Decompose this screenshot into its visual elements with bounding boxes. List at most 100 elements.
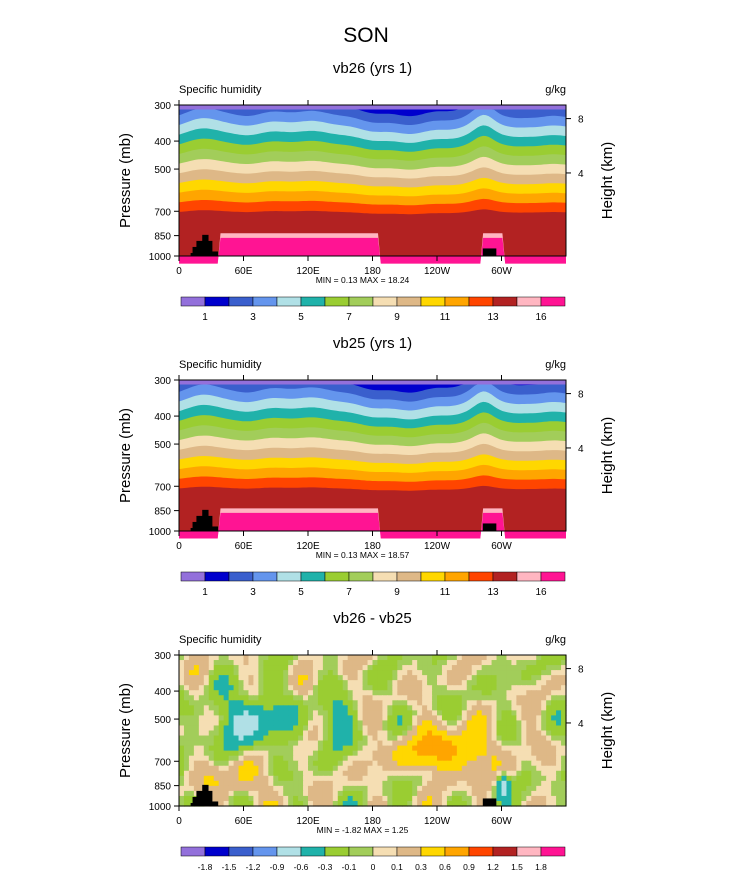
field-cell — [427, 740, 433, 747]
field-cell — [382, 745, 388, 752]
field-cell — [372, 715, 379, 722]
field-cell — [471, 740, 478, 747]
field-cell — [208, 665, 215, 671]
field-cell — [243, 685, 250, 691]
field-cell — [372, 735, 379, 742]
field-cell — [308, 785, 314, 792]
field-cell — [476, 735, 483, 742]
field-cell — [352, 770, 359, 777]
field-cell — [362, 700, 369, 706]
field-cell — [471, 785, 478, 792]
field-cell — [293, 675, 299, 681]
field-cell — [293, 750, 299, 757]
field-cell — [179, 680, 185, 686]
min-max-label: MIN = 0.13 MAX = 18.24 — [316, 275, 410, 285]
field-cell — [481, 655, 488, 661]
field-cell — [526, 670, 532, 676]
field-cell — [193, 665, 200, 671]
field-cell — [258, 720, 264, 727]
field-cell — [308, 665, 314, 671]
field-cell — [248, 710, 255, 716]
field-cell — [506, 695, 513, 701]
field-cell — [283, 710, 289, 716]
field-cell — [441, 700, 448, 706]
field-cell — [441, 800, 448, 807]
field-cell — [312, 765, 319, 772]
field-cell — [278, 725, 284, 732]
field-cell — [446, 725, 453, 732]
field-cell — [317, 760, 324, 767]
field-cell — [397, 660, 403, 666]
field-cell — [511, 740, 517, 747]
field-cell — [377, 795, 384, 802]
x-tick-label: 60E — [235, 266, 253, 277]
field-cell — [546, 760, 552, 767]
field-cell — [511, 710, 517, 716]
topography — [190, 784, 497, 806]
field-cell — [293, 775, 299, 782]
colorbar-box — [228, 846, 254, 857]
field-cell — [526, 735, 532, 742]
field-cell — [516, 710, 522, 716]
colorbar-box — [540, 846, 566, 857]
field-cell — [213, 715, 220, 722]
field-cell — [491, 675, 498, 681]
field-cell — [506, 800, 513, 807]
field-cell — [312, 670, 319, 676]
field-cell — [521, 755, 527, 762]
field-cell — [273, 700, 279, 706]
field-cell — [412, 755, 418, 762]
field-cell — [357, 680, 364, 686]
field-cell — [352, 780, 359, 787]
field-cell — [303, 680, 309, 686]
field-cell — [238, 790, 245, 797]
field-cell — [432, 755, 438, 762]
field-cell — [317, 790, 324, 797]
field-cell — [422, 670, 428, 676]
field-cell — [332, 795, 339, 802]
field-cell — [516, 760, 522, 767]
field-cell — [446, 780, 453, 787]
field-cell — [288, 775, 294, 782]
field-cell — [179, 725, 185, 732]
colorbar-box — [348, 571, 374, 582]
field-cell — [253, 710, 259, 716]
land-block — [190, 252, 194, 256]
field-cell — [476, 740, 483, 747]
field-cell — [407, 660, 413, 666]
field-cell — [248, 800, 255, 807]
field-cell — [298, 795, 304, 802]
field-cell — [506, 760, 513, 767]
field-cell — [278, 745, 284, 752]
field-cell — [352, 660, 359, 666]
field-cell — [417, 760, 423, 767]
field-cell — [223, 770, 230, 777]
field-cell — [392, 695, 398, 701]
field-cell — [357, 700, 364, 706]
colorbar-box — [204, 296, 230, 307]
field-cell — [501, 785, 508, 792]
field-cell — [342, 725, 349, 732]
field-cell — [213, 790, 220, 797]
field-cell — [536, 675, 542, 681]
field-cell — [332, 785, 339, 792]
field-cell — [516, 655, 522, 661]
field-cell — [367, 735, 374, 742]
field-cell — [561, 770, 567, 777]
field-cell — [193, 690, 200, 696]
field-cell — [551, 790, 557, 797]
field-cell — [288, 770, 294, 777]
field-cell — [283, 770, 289, 777]
field-cell — [536, 750, 542, 757]
field-cell — [427, 700, 433, 706]
field-cell — [427, 770, 433, 777]
field-cell — [193, 740, 200, 747]
field-cell — [263, 685, 269, 691]
field-cell — [322, 770, 329, 777]
field-cell — [322, 725, 329, 732]
field-cell — [412, 750, 418, 757]
field-cell — [268, 725, 274, 732]
field-cell — [218, 655, 225, 661]
field-cell — [179, 760, 185, 767]
field-cell — [412, 775, 418, 782]
